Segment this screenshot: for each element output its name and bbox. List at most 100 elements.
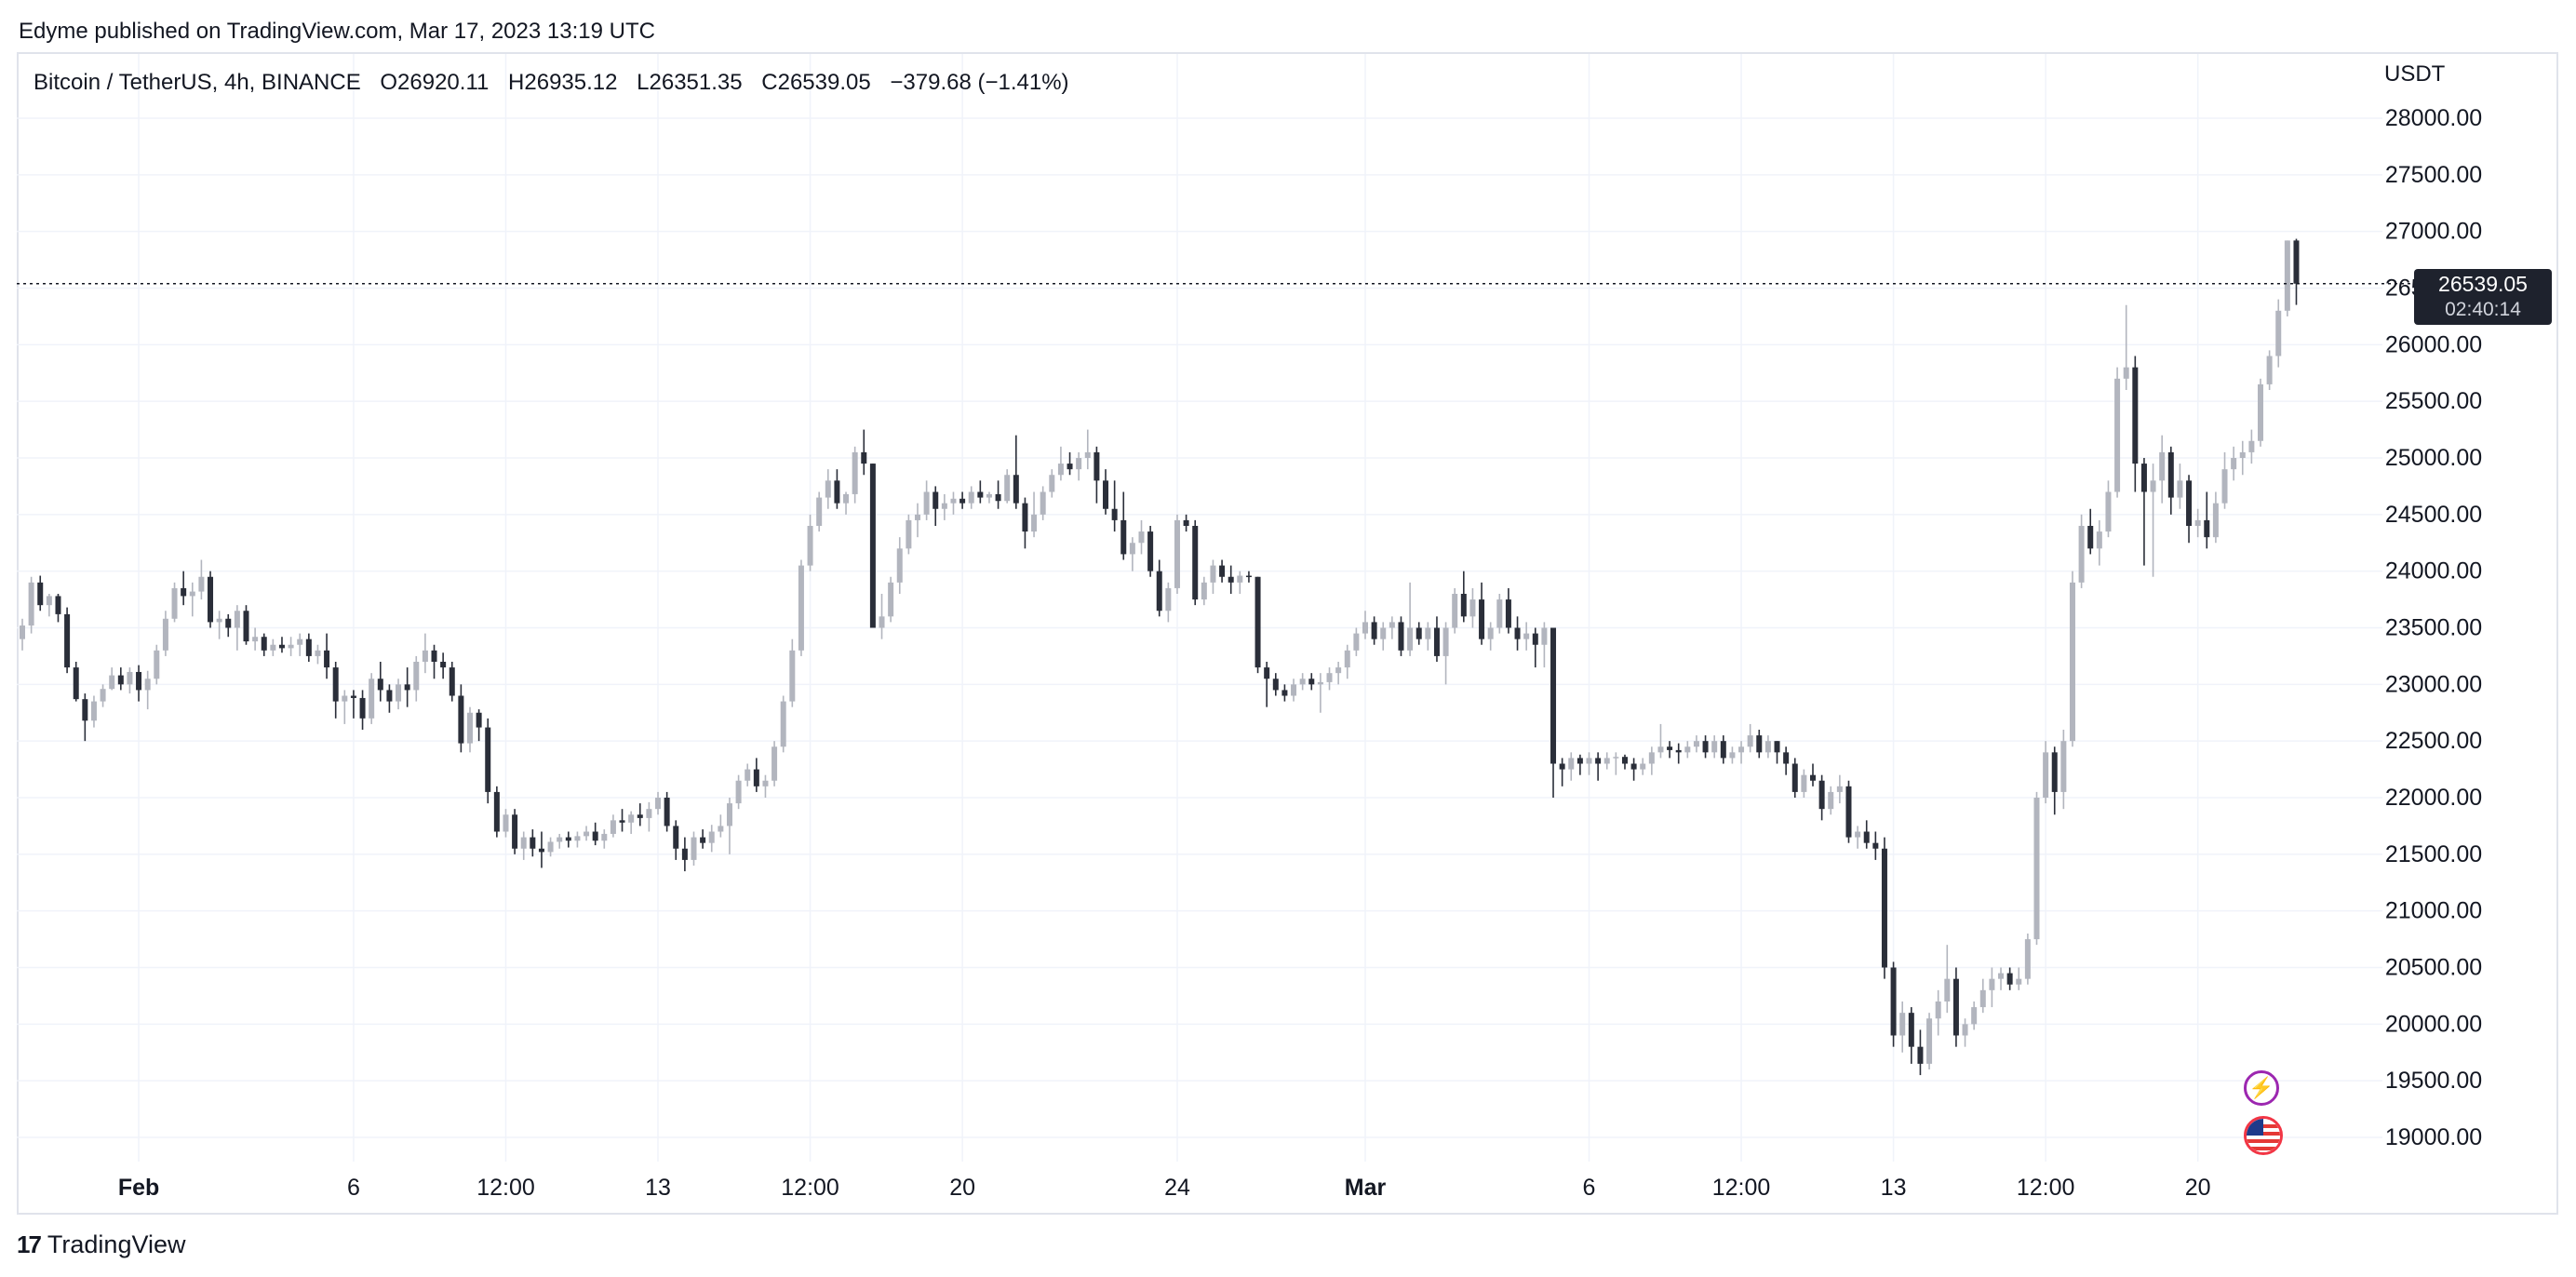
candle-body: [1738, 746, 1745, 753]
candle-body: [1013, 475, 1019, 504]
candle: [681, 837, 688, 872]
candle: [503, 809, 509, 838]
candle-body: [1541, 627, 1548, 645]
candle: [1219, 559, 1226, 583]
candle-body: [735, 780, 742, 804]
candle-body: [208, 576, 214, 623]
candle-body: [1174, 519, 1180, 588]
candle: [1031, 491, 1038, 538]
candle: [485, 718, 491, 804]
candle-body: [2231, 458, 2237, 470]
candle: [1899, 1001, 1906, 1053]
candle-body: [46, 596, 52, 606]
candle: [780, 695, 786, 753]
candle: [1389, 616, 1395, 639]
candle: [1613, 752, 1619, 775]
candle-body: [181, 587, 187, 597]
price-tick-label: 22000.00: [2385, 785, 2482, 811]
candle: [1926, 1013, 1933, 1069]
chart-frame[interactable]: [17, 52, 2558, 1215]
candle: [2239, 440, 2246, 476]
us-flag-icon[interactable]: [2244, 1116, 2283, 1155]
candle: [1989, 967, 1995, 1008]
candle: [664, 791, 670, 832]
candle-body: [610, 820, 616, 834]
candle: [1245, 571, 1252, 583]
candle-body: [1971, 1007, 1978, 1025]
candle-body: [1040, 491, 1046, 515]
candle: [538, 831, 544, 868]
candles: [20, 238, 2300, 1076]
candle: [1407, 582, 1414, 656]
candle-body: [1084, 451, 1091, 458]
candle: [2258, 378, 2263, 447]
candle: [1049, 469, 1055, 498]
candle-body: [225, 618, 232, 628]
candle-body: [708, 831, 715, 843]
candle: [1845, 780, 1852, 843]
candle: [691, 831, 697, 866]
candle-body: [753, 769, 759, 786]
candle-body: [1245, 575, 1252, 578]
candle: [278, 637, 285, 653]
candle: [610, 814, 616, 838]
candle: [476, 709, 482, 742]
candle-body: [2087, 526, 2094, 549]
candle: [2016, 967, 2022, 990]
candle: [28, 576, 34, 634]
tradingview-logo[interactable]: 17 TradingView: [17, 1229, 186, 1260]
candle: [1550, 627, 1557, 798]
high-value: H26935.12: [508, 70, 618, 95]
candle-body: [1586, 758, 1592, 764]
candle-body: [1237, 575, 1243, 583]
candle-body: [869, 464, 876, 628]
candle: [932, 486, 939, 526]
candle-body: [82, 699, 88, 721]
candle-body: [404, 684, 410, 691]
candle-body: [2114, 378, 2121, 492]
time-tick-label: 12:00: [1712, 1175, 1771, 1201]
candle: [1380, 622, 1387, 651]
candle-body: [915, 514, 920, 520]
candle: [1228, 565, 1234, 594]
candle-body: [1640, 763, 1646, 770]
candle: [1299, 673, 1306, 691]
candle-body: [2096, 531, 2102, 549]
candle: [1979, 978, 1986, 1014]
candle: [807, 514, 813, 571]
low-value: L26351.35: [637, 70, 743, 95]
currency-label[interactable]: USDT: [2384, 61, 2446, 87]
candle: [753, 758, 759, 792]
candle-body: [1291, 684, 1297, 696]
candle: [386, 684, 393, 713]
candle: [109, 667, 115, 691]
symbol-label[interactable]: Bitcoin / TetherUS, 4h, BINANCE: [34, 70, 361, 95]
candle: [1863, 820, 1870, 849]
candle: [100, 684, 106, 707]
candle-body: [2006, 973, 2013, 985]
candle-body: [2051, 752, 2058, 792]
candle: [449, 662, 455, 702]
candle-body: [584, 831, 590, 837]
candle-body: [1729, 752, 1736, 759]
candle: [55, 594, 61, 623]
candle-body: [1272, 679, 1279, 691]
candle-body: [798, 565, 804, 651]
candle-body: [1702, 741, 1709, 753]
candle: [869, 464, 876, 628]
candle-body: [691, 837, 697, 860]
candle: [708, 825, 715, 853]
candle: [154, 644, 160, 685]
candle: [1237, 571, 1243, 594]
candle-body: [55, 596, 61, 614]
candle: [181, 571, 187, 606]
flash-icon[interactable]: ⚡: [2244, 1070, 2279, 1106]
candlestick-chart[interactable]: 28000.0027500.0027000.0026500.0026000.00…: [0, 0, 2576, 1210]
candle: [1935, 989, 1941, 1036]
price-tick-label: 19500.00: [2385, 1068, 2482, 1094]
candle-body: [1031, 514, 1038, 532]
candle: [1093, 446, 1100, 504]
price-tick-label: 20500.00: [2385, 955, 2482, 981]
candle-body: [261, 637, 267, 651]
candle: [1460, 571, 1467, 623]
